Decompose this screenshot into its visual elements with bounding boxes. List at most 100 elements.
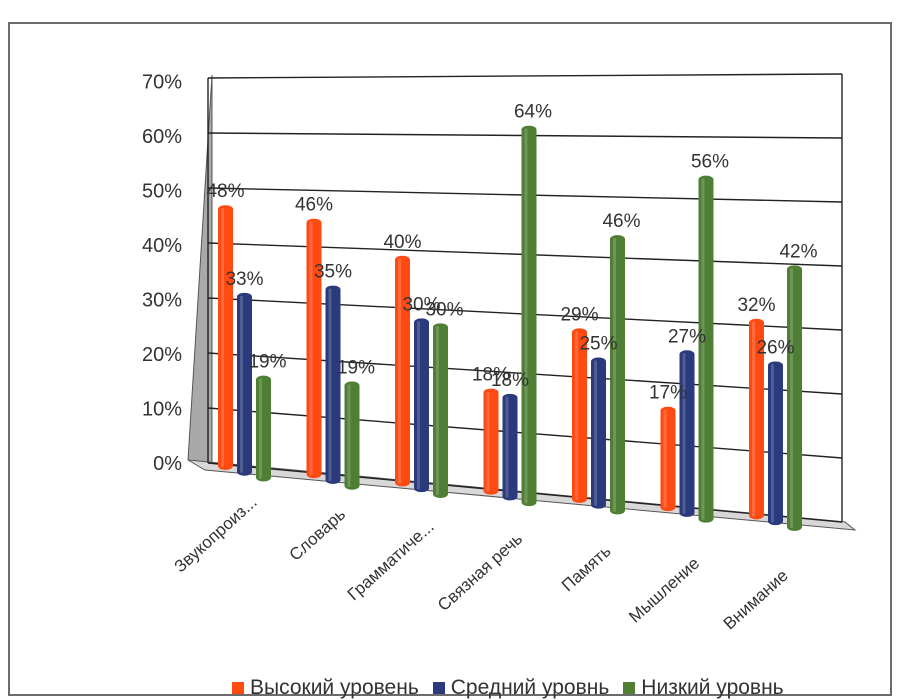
- bar-highlight: [594, 360, 597, 506]
- bar-highlight: [486, 391, 490, 492]
- bar-body: [610, 235, 625, 515]
- data-label: 19%: [337, 358, 375, 379]
- legend-swatch: [623, 682, 636, 694]
- legend: Высокий уровень Средний уровнь Низкий уров…: [232, 676, 784, 700]
- bar: [679, 350, 695, 517]
- y-tick-label: 60%: [142, 126, 182, 148]
- bar-body: [768, 361, 783, 526]
- bar-highlight: [436, 326, 439, 495]
- data-label: 40%: [383, 232, 421, 253]
- legend-label: Низкий уровнь: [641, 676, 784, 699]
- bar-highlight: [221, 208, 224, 467]
- data-label: 30%: [425, 299, 463, 320]
- bar-body: [414, 318, 429, 493]
- data-label: 32%: [737, 295, 775, 316]
- bar: [572, 328, 587, 503]
- data-label: 27%: [668, 326, 706, 347]
- bar-highlight: [663, 409, 667, 509]
- bar-highlight: [505, 396, 509, 498]
- bar-highlight: [790, 268, 793, 528]
- category-label: Мышление: [625, 554, 703, 627]
- bar-body: [572, 328, 587, 503]
- bar-highlight: [328, 288, 332, 481]
- bar: [521, 125, 537, 507]
- bar: [483, 388, 499, 495]
- legend-label: Высокий уровень: [250, 676, 419, 699]
- y-tick-label: 70%: [142, 72, 182, 94]
- bar: [591, 357, 606, 509]
- category-label: Внимание: [720, 566, 792, 633]
- y-tick-label: 50%: [142, 181, 182, 203]
- bar: [749, 318, 764, 520]
- bar: [433, 323, 448, 498]
- bar-highlight: [309, 221, 313, 476]
- bar: [306, 218, 322, 479]
- data-label: 18%: [472, 365, 510, 386]
- data-label: 46%: [602, 211, 640, 232]
- data-label: 35%: [314, 262, 352, 283]
- data-label: 56%: [691, 152, 729, 173]
- y-tick-label: 0%: [153, 453, 182, 475]
- y-tick-label: 40%: [142, 235, 182, 257]
- bar: [502, 393, 518, 501]
- data-label: 30%: [402, 294, 440, 315]
- bar: [237, 292, 252, 476]
- bar-highlight: [752, 321, 755, 517]
- bar: [698, 175, 714, 523]
- data-labels: 48% 33% 19% 46% 35% 19% 40% 30%30% 18%18% 64% 29% 2…: [206, 102, 817, 404]
- category-label: Связная речь: [434, 529, 526, 615]
- bar-highlight: [240, 295, 243, 473]
- data-label: 29%: [560, 304, 598, 325]
- legend-label: Средний уровнь: [450, 676, 610, 699]
- bar-body: [325, 285, 341, 484]
- data-label: 26%: [756, 337, 794, 358]
- bar-body: [395, 255, 410, 487]
- bar-body: [433, 323, 448, 498]
- data-label: 46%: [295, 195, 333, 216]
- category-label: Словарь: [286, 505, 350, 565]
- bar-body: [698, 175, 714, 523]
- legend-item: Средний уровнь: [432, 676, 610, 700]
- bar-highlight: [417, 321, 420, 490]
- bar-highlight: [398, 258, 401, 484]
- bar-highlight: [682, 353, 686, 514]
- data-label: 19%: [248, 352, 286, 373]
- y-tick-label: 30%: [142, 290, 182, 312]
- bar-body: [483, 388, 499, 495]
- data-label: 48%: [206, 181, 244, 202]
- category-label: Память: [558, 541, 615, 595]
- bar-body: [256, 375, 271, 482]
- bar-body: [591, 357, 606, 509]
- bar-body: [218, 205, 233, 470]
- data-label: 42%: [779, 241, 817, 262]
- data-label: 33%: [225, 269, 263, 290]
- bar-highlight: [771, 364, 774, 523]
- bar: [787, 265, 802, 531]
- category-label: Грамматиче...: [344, 517, 438, 604]
- legend-item: Высокий уровень: [232, 676, 419, 700]
- y-tick-label: 20%: [142, 344, 182, 366]
- bar-body: [237, 292, 252, 476]
- legend-swatch: [432, 682, 445, 694]
- bars: [218, 125, 802, 531]
- bar-body: [521, 125, 537, 507]
- bar-body: [344, 381, 360, 490]
- bar-body: [306, 218, 322, 479]
- bar: [395, 255, 410, 487]
- bar: [610, 235, 625, 515]
- bar-highlight: [347, 384, 351, 487]
- bar-body: [502, 393, 518, 501]
- bar: [414, 318, 429, 493]
- bar: [256, 375, 271, 482]
- bar-body: [660, 406, 676, 512]
- category-label: Звукопроиз...: [171, 493, 261, 577]
- bar: [325, 285, 341, 484]
- legend-item: Низкий уровнь: [623, 676, 784, 700]
- bar-body: [679, 350, 695, 517]
- y-tick-label: 10%: [142, 399, 182, 421]
- gridline: [207, 73, 843, 79]
- y-axis-ticks: 0% 10% 20% 30% 40% 50% 60% 70%: [142, 72, 182, 476]
- bar-highlight: [524, 128, 528, 504]
- data-label: 17%: [649, 383, 687, 404]
